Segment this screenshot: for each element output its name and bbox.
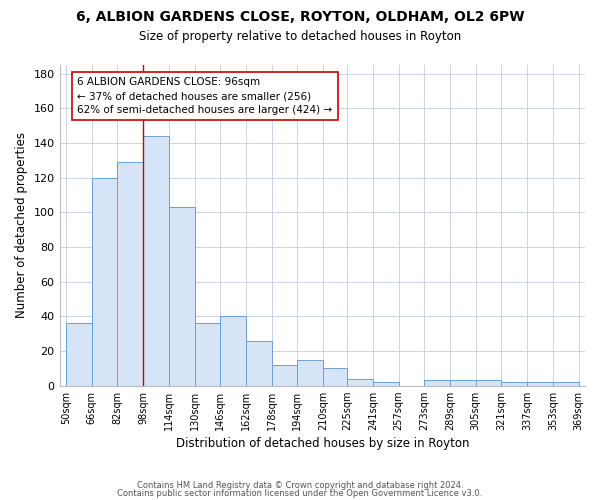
Bar xyxy=(373,382,398,386)
Text: 6, ALBION GARDENS CLOSE, ROYTON, OLDHAM, OL2 6PW: 6, ALBION GARDENS CLOSE, ROYTON, OLDHAM,… xyxy=(76,10,524,24)
Text: Size of property relative to detached houses in Royton: Size of property relative to detached ho… xyxy=(139,30,461,43)
Text: 6 ALBION GARDENS CLOSE: 96sqm
← 37% of detached houses are smaller (256)
62% of : 6 ALBION GARDENS CLOSE: 96sqm ← 37% of d… xyxy=(77,77,332,115)
Bar xyxy=(220,316,246,386)
Bar xyxy=(527,382,553,386)
Text: Contains HM Land Registry data © Crown copyright and database right 2024.: Contains HM Land Registry data © Crown c… xyxy=(137,481,463,490)
X-axis label: Distribution of detached houses by size in Royton: Distribution of detached houses by size … xyxy=(176,437,469,450)
Bar xyxy=(66,324,92,386)
Y-axis label: Number of detached properties: Number of detached properties xyxy=(15,132,28,318)
Bar xyxy=(424,380,450,386)
Bar xyxy=(476,380,502,386)
Text: Contains public sector information licensed under the Open Government Licence v3: Contains public sector information licen… xyxy=(118,488,482,498)
Bar xyxy=(298,360,323,386)
Bar xyxy=(169,207,194,386)
Bar xyxy=(323,368,347,386)
Bar xyxy=(272,365,298,386)
Bar xyxy=(92,178,118,386)
Bar xyxy=(246,340,272,386)
Bar xyxy=(143,136,169,386)
Bar xyxy=(347,379,373,386)
Bar xyxy=(553,382,578,386)
Bar xyxy=(450,380,476,386)
Bar xyxy=(194,324,220,386)
Bar xyxy=(502,382,527,386)
Bar xyxy=(118,162,143,386)
